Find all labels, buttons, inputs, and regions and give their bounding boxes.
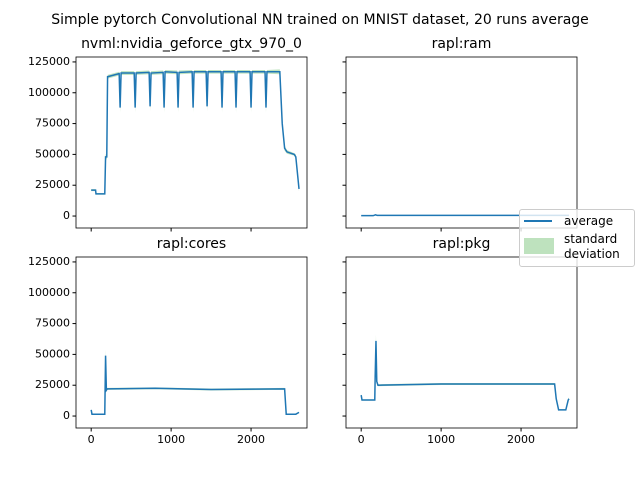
legend-label: average: [564, 214, 614, 228]
y-tick-label: 100000: [28, 286, 70, 299]
std-band: [361, 334, 570, 411]
subplot-title: rapl:cores: [157, 236, 226, 252]
y-tick-label: 125000: [28, 255, 70, 268]
x-tick-label: 1000: [427, 433, 455, 446]
legend-entry: [524, 232, 554, 254]
x-tick-label: 1000: [157, 433, 185, 446]
x-tick-label: 0: [88, 433, 95, 446]
x-tick-label: 0: [358, 433, 365, 446]
y-tick-label: 0: [63, 209, 70, 222]
std-band: [91, 349, 300, 415]
subplot-title: rapl:ram: [432, 36, 492, 52]
axes-frame: [345, 56, 578, 229]
y-tick-label: 25000: [35, 378, 70, 391]
y-tick-label: 0: [63, 409, 70, 422]
legend-entry: [524, 214, 552, 222]
average-line: [91, 71, 300, 195]
axes-frame: [75, 56, 308, 229]
x-tick-label: 2000: [237, 433, 265, 446]
average-line: [90, 355, 300, 415]
legend-swatch: [524, 238, 554, 254]
average-line: [360, 340, 570, 411]
legend-label: standard deviation: [564, 232, 620, 261]
y-tick-label: 25000: [35, 178, 70, 191]
subplot-title: nvml:nvidia_geforce_gtx_970_0: [81, 36, 302, 52]
figure-title: Simple pytorch Convolutional NN trained …: [51, 12, 589, 28]
y-tick-label: 125000: [28, 55, 70, 68]
legend-swatch: [524, 220, 552, 222]
std-band: [91, 69, 300, 195]
axes-frame: [75, 256, 308, 429]
legend: average standard deviation: [519, 209, 635, 267]
x-tick-label: 2000: [507, 433, 535, 446]
y-tick-label: 50000: [35, 147, 70, 160]
axes-frame: [345, 256, 578, 429]
y-tick-label: 75000: [35, 317, 70, 330]
y-tick-label: 100000: [28, 86, 70, 99]
average-line: [361, 214, 570, 217]
y-tick-label: 50000: [35, 347, 70, 360]
y-tick-label: 75000: [35, 117, 70, 130]
subplot-title: rapl:pkg: [433, 236, 491, 252]
